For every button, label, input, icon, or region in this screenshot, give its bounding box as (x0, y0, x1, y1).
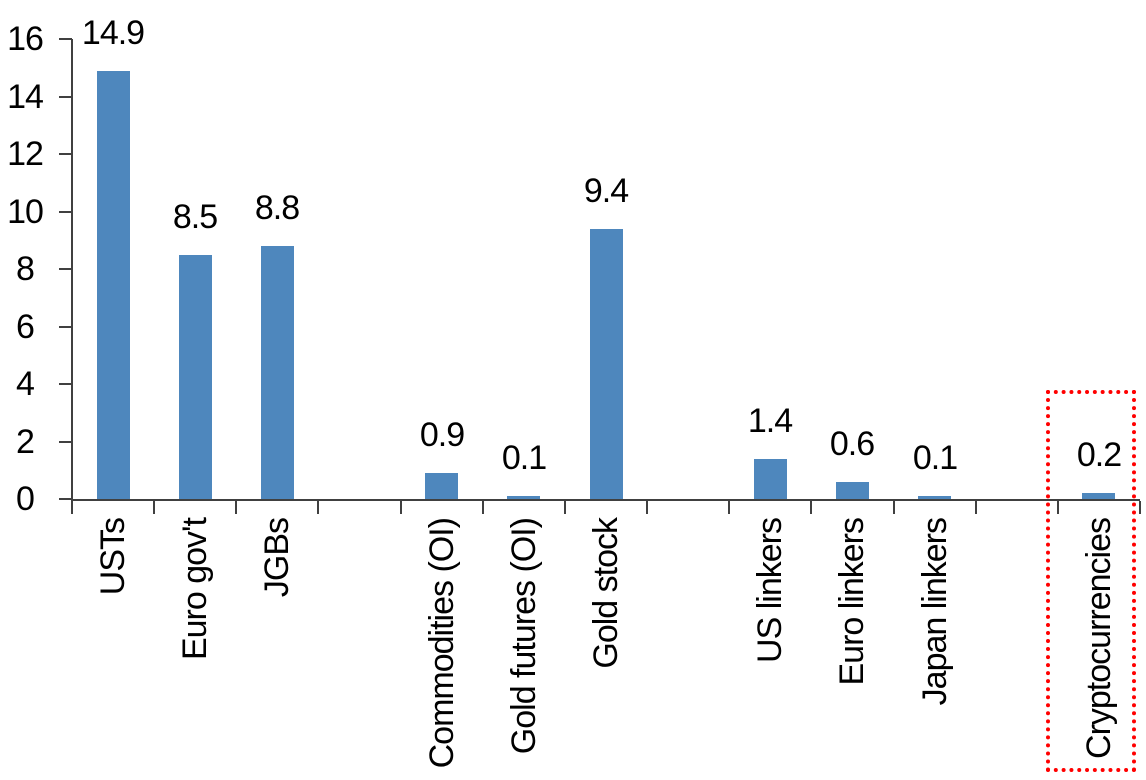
x-category-label: Commodities (OI) (423, 518, 461, 769)
x-category-label: Euro linkers (833, 518, 871, 686)
x-tick (893, 501, 895, 514)
x-tick (71, 501, 73, 514)
y-axis-tick-label: 4 (16, 365, 35, 403)
y-tick (59, 441, 72, 443)
bar (425, 473, 458, 499)
cryptocurrencies-highlight-box (1046, 390, 1136, 772)
bar-value-label: 9.4 (583, 172, 629, 210)
x-category-label: Japan linkers (916, 518, 954, 706)
y-axis-tick-label: 0 (16, 480, 35, 518)
y-axis-tick-label: 6 (16, 308, 35, 346)
x-tick (975, 501, 977, 514)
y-axis-tick-label: 2 (16, 423, 35, 461)
x-category-label: JGBs (258, 518, 296, 598)
y-tick (59, 498, 72, 500)
x-axis-line (71, 499, 1140, 501)
y-axis-tick-label: 12 (7, 135, 44, 173)
y-tick (59, 268, 72, 270)
bar (261, 246, 294, 499)
y-tick (59, 96, 72, 98)
y-axis-tick-label: 8 (16, 250, 35, 288)
bar (1082, 493, 1115, 499)
y-axis-tick-label: 10 (7, 193, 44, 231)
bar (836, 482, 869, 499)
x-tick (646, 501, 648, 514)
x-tick (153, 501, 155, 514)
bar-value-label: 14.9 (81, 14, 145, 52)
x-tick (1057, 501, 1059, 514)
x-tick (482, 501, 484, 514)
y-axis-tick-label: 16 (7, 20, 44, 58)
y-tick (59, 211, 72, 213)
bar-value-label: 0.1 (501, 439, 547, 477)
bar (754, 459, 787, 499)
x-tick (728, 501, 730, 514)
bar-value-label: 0.1 (912, 439, 958, 477)
bar-value-label: 8.5 (172, 198, 218, 236)
y-axis-tick-label: 14 (7, 78, 44, 116)
y-tick (59, 326, 72, 328)
x-category-label: USTs (94, 518, 132, 596)
x-tick (317, 501, 319, 514)
bar (507, 496, 540, 499)
bar (97, 71, 130, 499)
y-tick (59, 153, 72, 155)
bar (179, 255, 212, 499)
bar-value-label: 0.6 (829, 425, 875, 463)
bar-value-label: 1.4 (747, 402, 793, 440)
x-tick (564, 501, 566, 514)
y-tick (59, 38, 72, 40)
x-category-label: Gold futures (OI) (505, 518, 543, 755)
x-tick (810, 501, 812, 514)
x-category-label: Gold stock (587, 518, 625, 669)
x-tick (400, 501, 402, 514)
x-category-label: Euro gov't (176, 518, 214, 661)
bar-value-label: 8.8 (254, 189, 300, 227)
x-tick (1139, 501, 1141, 514)
bar-value-label: 0.2 (1076, 436, 1122, 474)
bar-value-label: 0.9 (419, 416, 465, 454)
y-tick (59, 383, 72, 385)
x-category-label: US linkers (751, 518, 789, 663)
y-axis-line (71, 39, 73, 501)
x-tick (235, 501, 237, 514)
bar (590, 229, 623, 499)
bar (918, 496, 951, 499)
